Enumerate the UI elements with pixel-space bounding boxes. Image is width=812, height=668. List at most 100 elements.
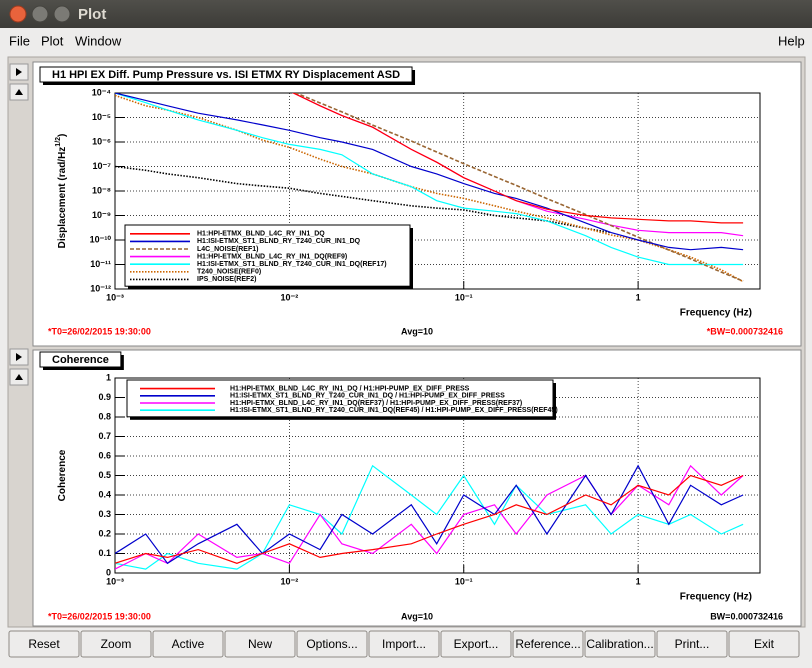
button-label[interactable]: Options... — [306, 637, 357, 651]
annotation: BW=0.000732416 — [710, 611, 783, 621]
button[interactable]: Active — [152, 630, 224, 658]
window-title: Plot — [78, 6, 106, 23]
axes-frame — [114, 92, 761, 290]
legend-label: H1:ISI-ETMX_ST1_BLND_RY_T240_CUR_IN1_DQ — [197, 238, 361, 245]
button[interactable]: Reference... — [512, 630, 584, 658]
y-axis-label-part: ) — [57, 134, 68, 137]
button[interactable]: Exit — [728, 630, 800, 658]
x-tick-label: 10⁻¹ — [455, 576, 473, 586]
series-line — [115, 94, 744, 283]
pad-control[interactable] — [9, 368, 29, 386]
button-label[interactable]: Export... — [454, 637, 499, 651]
legend-label: H1:HPI-ETMX_BLND_L4C_RY_IN1_DQ / H1:HPI-… — [230, 385, 470, 392]
button[interactable]: Import... — [368, 630, 440, 658]
button-label[interactable]: New — [248, 637, 272, 651]
button-face — [440, 630, 512, 658]
y-tick-label: 10⁻¹² — [90, 283, 111, 293]
button-face — [80, 630, 152, 658]
legend-label: H1:ISI-ETMX_ST1_BLND_RY_T240_CUR_IN1_DQ … — [230, 393, 505, 400]
minimize-button[interactable] — [31, 5, 49, 23]
y-tick-label: 10⁻⁷ — [93, 161, 112, 171]
legend-label: H1:HPI-ETMX_BLND_L4C_RY_IN1_DQ — [197, 231, 325, 238]
menu-item[interactable]: Plot — [41, 33, 64, 48]
y-tick-label: 10⁻⁶ — [92, 136, 111, 146]
button[interactable]: Print... — [656, 630, 728, 658]
y-tick-label: 0.8 — [98, 411, 111, 421]
y-axis-label-part: Coherence — [57, 449, 68, 501]
x-tick-label: 10⁻² — [280, 576, 298, 586]
button[interactable]: Zoom — [80, 630, 152, 658]
button-label[interactable]: Reference... — [515, 637, 580, 651]
y-tick-label: 0.6 — [98, 450, 111, 460]
y-tick-label: 10⁻⁵ — [92, 112, 111, 122]
legend-label: H1:HPI-ETMX_BLND_L4C_RY_IN1_DQ(REF37) / … — [230, 400, 522, 407]
plot-title: H1 HPI EX Diff. Pump Pressure vs. ISI ET… — [52, 69, 400, 81]
button-face — [8, 630, 80, 658]
title-bar — [0, 0, 812, 28]
button-face — [512, 630, 584, 658]
series-line — [115, 474, 744, 564]
y-tick-label: 0.9 — [98, 392, 111, 402]
y-axis-label-part: Displacement (rad/Hz — [57, 147, 68, 249]
button[interactable]: Export... — [440, 630, 512, 658]
menu-item[interactable]: File — [9, 33, 30, 48]
series-line — [115, 93, 744, 251]
pad-control[interactable] — [9, 348, 29, 366]
y-axis-label-part: 1/2 — [55, 137, 62, 147]
series-line — [115, 93, 744, 266]
x-axis-label: Frequency (Hz) — [680, 308, 752, 319]
title-box — [39, 351, 122, 368]
y-tick-label: 10⁻⁸ — [92, 185, 111, 195]
annotation: *T0=26/02/2015 19:30:00 — [48, 326, 151, 336]
x-tick-label: 10⁻¹ — [455, 292, 473, 302]
plot-lines — [115, 93, 744, 283]
menu-item[interactable]: Window — [75, 33, 122, 48]
close-button[interactable] — [9, 5, 27, 23]
button[interactable]: Calibration... — [584, 630, 656, 658]
pad-control[interactable] — [9, 63, 29, 81]
button-label[interactable]: Reset — [28, 637, 60, 651]
series-line — [291, 93, 744, 224]
y-tick-label: 10⁻⁴ — [92, 87, 111, 97]
maximize-button[interactable] — [53, 5, 71, 23]
y-tick-label: 10⁻⁹ — [92, 210, 111, 220]
annotation: *BW=0.000732416 — [707, 326, 783, 336]
y-tick-label: 0 — [106, 567, 111, 577]
legend-label: T240_NOISE(REF0) — [197, 269, 261, 276]
button-label[interactable]: Import... — [382, 637, 426, 651]
y-axis-label: Coherence — [57, 449, 68, 501]
y-tick-label: 0.1 — [98, 548, 111, 558]
button-label[interactable]: Zoom — [101, 637, 132, 651]
legend-box — [124, 224, 411, 287]
annotation: *T0=26/02/2015 19:30:00 — [48, 611, 151, 621]
button-label[interactable]: Calibration... — [586, 637, 653, 651]
button[interactable]: Options... — [296, 630, 368, 658]
legend-label: L4C_NOISE(REF1) — [197, 246, 258, 253]
plot-lines — [115, 464, 744, 570]
x-tick-label: 1 — [636, 576, 641, 586]
button-face — [728, 630, 800, 658]
x-axis-label: Frequency (Hz) — [680, 592, 752, 603]
y-tick-label: 10⁻¹¹ — [90, 259, 111, 269]
pad-control[interactable] — [9, 83, 29, 101]
series-line — [115, 165, 612, 234]
button-face — [152, 630, 224, 658]
series-line — [294, 93, 744, 282]
annotation: Avg=10 — [401, 611, 433, 621]
button-label[interactable]: Active — [172, 637, 205, 651]
y-axis-label: Displacement (rad/Hz1/2) — [55, 134, 67, 249]
button-label[interactable]: Print... — [675, 637, 710, 651]
menu-item[interactable]: Help — [778, 33, 805, 48]
button-face — [656, 630, 728, 658]
button-label[interactable]: Exit — [754, 637, 775, 651]
button[interactable]: Reset — [8, 630, 80, 658]
menu-bar — [0, 28, 812, 55]
y-tick-label: 0.2 — [98, 528, 111, 538]
axes-frame — [114, 377, 761, 574]
button-face — [296, 630, 368, 658]
series-line — [115, 464, 744, 570]
button-face — [368, 630, 440, 658]
legend-label: IPS_NOISE(REF2) — [197, 276, 257, 283]
button[interactable]: New — [224, 630, 296, 658]
